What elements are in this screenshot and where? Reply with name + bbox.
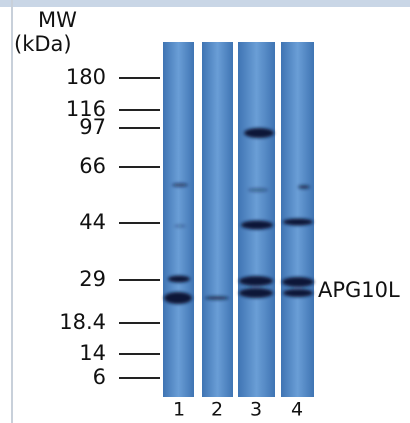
marker-label: 66 [79, 154, 106, 178]
marker-label: 29 [79, 267, 106, 291]
band-label: APG10L [318, 278, 400, 302]
marker-label: 97 [79, 115, 106, 139]
marker-label: 18.4 [59, 310, 106, 334]
lane [202, 42, 233, 397]
lane-label: 3 [250, 399, 262, 421]
marker-label: 180 [66, 65, 106, 89]
lane [238, 42, 275, 397]
lane-label: 4 [291, 399, 303, 421]
top-strip [0, 0, 410, 7]
marker-label: 44 [79, 210, 106, 234]
kda-label: (kDa) [14, 32, 72, 56]
mw-label: MW [38, 8, 77, 32]
lane [163, 42, 194, 397]
lane-label: 2 [211, 399, 223, 421]
blot-figure: MW (kDa) 1801169766442918.4146 1234 APG1… [0, 0, 410, 423]
marker-label: 6 [93, 365, 106, 389]
marker-label: 14 [79, 341, 106, 365]
lane-label: 1 [173, 399, 185, 421]
